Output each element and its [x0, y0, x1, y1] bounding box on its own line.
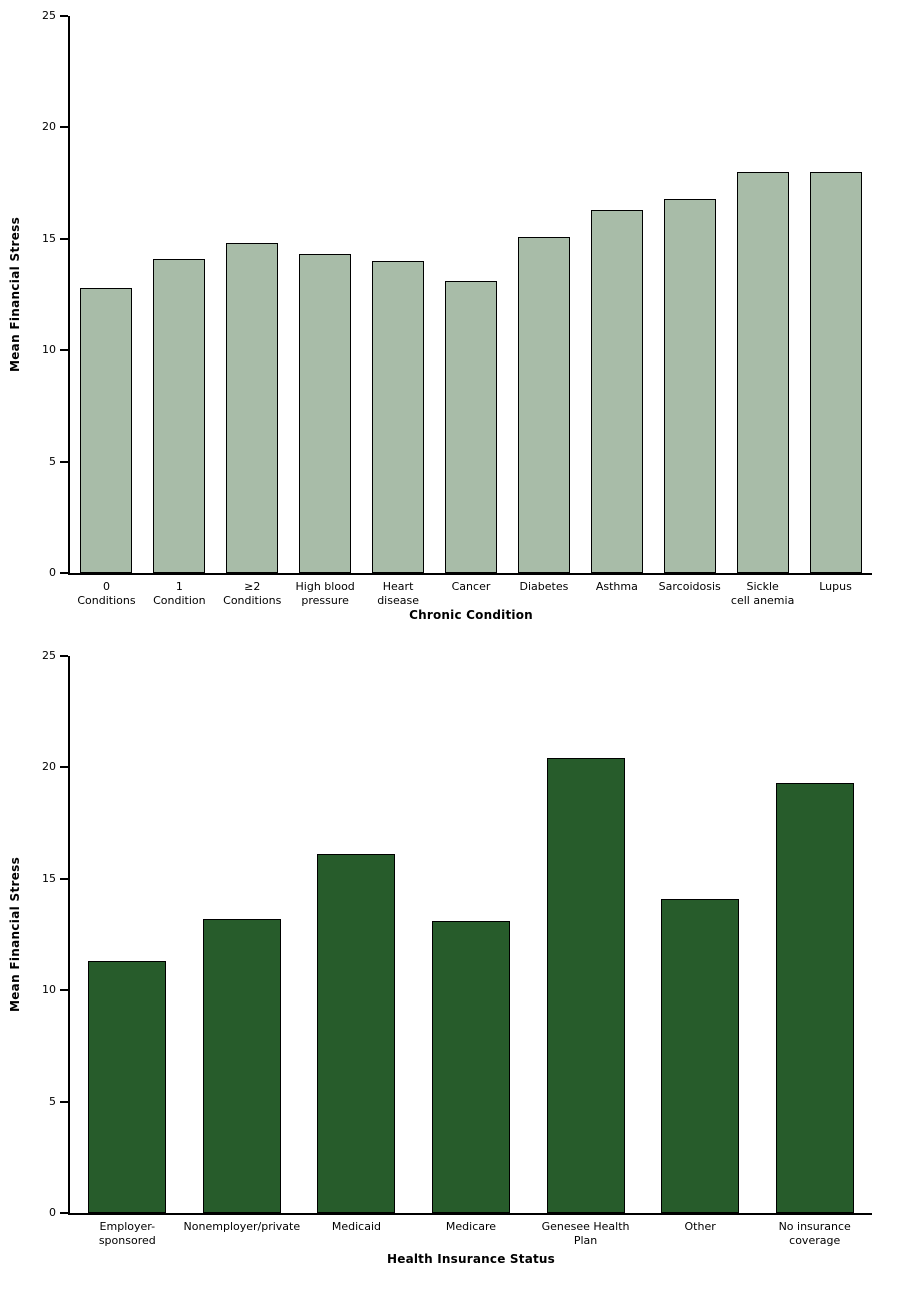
- bar-0: [88, 961, 167, 1213]
- bar-0: [80, 288, 133, 573]
- y-tick: [60, 655, 68, 657]
- y-axis-title: Mean Financial Stress: [8, 216, 22, 373]
- x-axis-title: Health Insurance Status: [386, 1252, 556, 1266]
- y-axis-title: Mean Financial Stress: [8, 856, 22, 1013]
- x-category-label: Other: [684, 1220, 716, 1233]
- y-tick-label: 5: [49, 1094, 56, 1108]
- y-tick-label: 15: [42, 871, 56, 885]
- y-tick: [60, 237, 68, 240]
- x-category-label: Medicaid: [331, 1220, 381, 1233]
- bar-3: [432, 921, 510, 1213]
- x-category-label: Cancer: [451, 580, 491, 593]
- x-axis-title: Chronic Condition: [409, 608, 533, 622]
- bar-10: [809, 172, 862, 573]
- y-tick-label: 25: [42, 649, 56, 662]
- x-category-label: Medicare: [445, 1220, 497, 1233]
- y-tick-label: 0: [49, 1206, 56, 1219]
- bar-5: [661, 899, 740, 1213]
- x-category-label: No insurance coverage: [778, 1220, 851, 1248]
- y-tick: [60, 126, 68, 129]
- bar-4: [546, 758, 625, 1213]
- y-tick-label: 20: [42, 760, 56, 774]
- y-tick-label: 25: [42, 9, 56, 22]
- bar-3: [299, 254, 352, 573]
- bar-4: [372, 261, 425, 573]
- x-category-label: High blood pressure: [295, 580, 355, 608]
- y-tick-label: 10: [42, 343, 56, 357]
- bar-2: [317, 854, 396, 1213]
- y-tick: [60, 766, 68, 769]
- health-insurance-bar-chart: Mean Financial Stress 0 5 10 15 20 25 Employer…: [0, 646, 900, 1291]
- y-tick-label: 10: [42, 983, 56, 997]
- x-category-label: Nonemployer/private: [183, 1220, 301, 1233]
- y-tick-label: 5: [49, 454, 56, 468]
- chronic-condition-bar-chart: Mean Financial Stress 0 5 10 15 20 25 0 Condit…: [8, 10, 872, 622]
- x-category-label: 1 Condition: [153, 580, 206, 608]
- y-tick-label: 15: [42, 231, 56, 245]
- x-category-label: Asthma: [595, 580, 638, 593]
- y-tick: [60, 877, 68, 880]
- y-tick: [60, 349, 68, 352]
- bar-8: [663, 199, 716, 573]
- bar-6: [775, 783, 854, 1213]
- plot-area: 0 5 10 15 20 25 0 Conditions 1 Condition ≥2 Cond…: [42, 10, 872, 607]
- bar-1: [202, 919, 281, 1213]
- x-category-label: ≥2 Conditions: [223, 580, 282, 608]
- y-tick: [60, 1212, 68, 1214]
- y-tick: [60, 1100, 68, 1103]
- y-tick: [60, 15, 68, 17]
- bar-5: [445, 281, 497, 573]
- x-category-label: Genesee Health Plan: [541, 1220, 630, 1248]
- x-category-label: Heart disease: [377, 580, 419, 608]
- bar-6: [517, 237, 570, 573]
- x-category-label: 0 Conditions: [77, 580, 136, 608]
- bar-7: [590, 210, 643, 573]
- bar-1: [153, 259, 206, 573]
- y-tick-label: 20: [42, 120, 56, 134]
- bar-2: [226, 243, 279, 573]
- plot-area: 0 5 10 15 20 25 Employer- sponsored Nonemployer…: [42, 650, 872, 1247]
- y-tick: [60, 460, 68, 463]
- x-category-label: Employer- sponsored: [98, 1220, 156, 1248]
- x-category-label: Sickle cell anemia: [730, 580, 795, 608]
- y-tick-label: 0: [49, 566, 56, 579]
- x-category-label: Sarcoidosis: [658, 580, 721, 593]
- x-category-label: Lupus: [819, 580, 852, 593]
- x-category-label: Diabetes: [519, 580, 569, 593]
- bar-9: [736, 172, 789, 573]
- y-tick: [60, 572, 68, 574]
- y-tick: [60, 989, 68, 992]
